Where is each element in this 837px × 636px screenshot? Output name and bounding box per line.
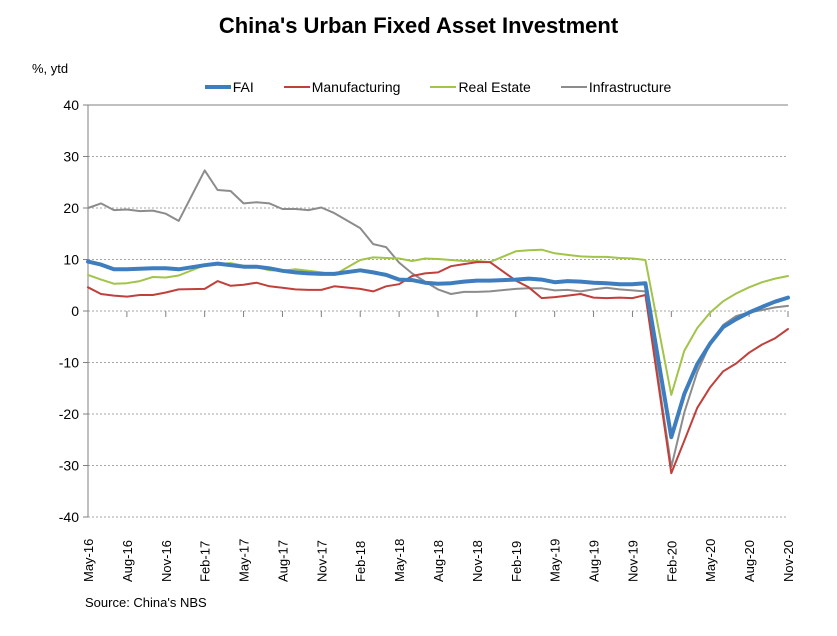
x-tick-label: Feb-18 [353, 541, 368, 582]
y-tick-label: -30 [59, 458, 79, 474]
manufacturing-line-sample-icon [283, 86, 310, 88]
x-tick-label: Nov-20 [781, 540, 796, 582]
x-tick-label: Nov-16 [159, 540, 174, 582]
legend-label: Manufacturing [311, 79, 401, 95]
legend-item-fai: FAI [204, 79, 254, 95]
x-tick-label: May-17 [237, 539, 252, 582]
infrastructure-line-sample-icon [560, 86, 587, 88]
x-tick-label: Feb-20 [664, 541, 679, 582]
x-tick-label: Aug-16 [120, 540, 135, 582]
x-tick-label: May-20 [703, 539, 718, 582]
manufacturing-line [87, 261, 789, 475]
x-tick-label: Aug-18 [431, 540, 446, 582]
legend-item-manufacturing: Manufacturing [283, 79, 401, 95]
legend-item-real-estate: Real Estate [430, 79, 531, 95]
y-tick-label: -20 [59, 406, 79, 422]
x-tick-label: Nov-19 [625, 540, 640, 582]
fai-line-sample-icon [204, 85, 231, 89]
x-tick-label: May-19 [548, 539, 563, 582]
x-tick-label: Aug-17 [275, 540, 290, 582]
x-tick-label: Feb-17 [198, 541, 213, 582]
y-axis-unit-label: %, ytd [32, 61, 69, 76]
x-tick-label: May-16 [81, 539, 96, 582]
y-tick-label: 40 [63, 97, 79, 113]
real-estate-line-sample-icon [430, 86, 457, 88]
y-tick-label: -10 [59, 355, 79, 371]
y-tick-label: 10 [63, 252, 79, 268]
legend-label: Real Estate [458, 79, 531, 95]
legend-label: FAI [232, 79, 254, 95]
source-note: Source: China's NBS [85, 595, 207, 610]
legend: FAI Manufacturing Real Estate Infrastructur… [88, 79, 788, 95]
y-tick-label: 0 [71, 303, 79, 319]
chart-title: China's Urban Fixed Asset Investment [218, 13, 619, 38]
legend-label: Infrastructure [588, 79, 672, 95]
x-tick-label: Nov-17 [314, 540, 329, 582]
x-tick-label: Aug-19 [587, 540, 602, 582]
x-tick-label: Feb-19 [509, 541, 524, 582]
y-tick-label: 30 [63, 149, 79, 165]
fai-line [86, 259, 790, 440]
x-tick-label: May-18 [392, 539, 407, 582]
x-tick-label: Nov-18 [470, 540, 485, 582]
y-tick-label: 20 [63, 200, 79, 216]
legend-item-infrastructure: Infrastructure [560, 79, 672, 95]
y-tick-label: -40 [59, 509, 79, 525]
infrastructure-line [87, 169, 789, 468]
x-tick-label: Aug-20 [742, 540, 757, 582]
